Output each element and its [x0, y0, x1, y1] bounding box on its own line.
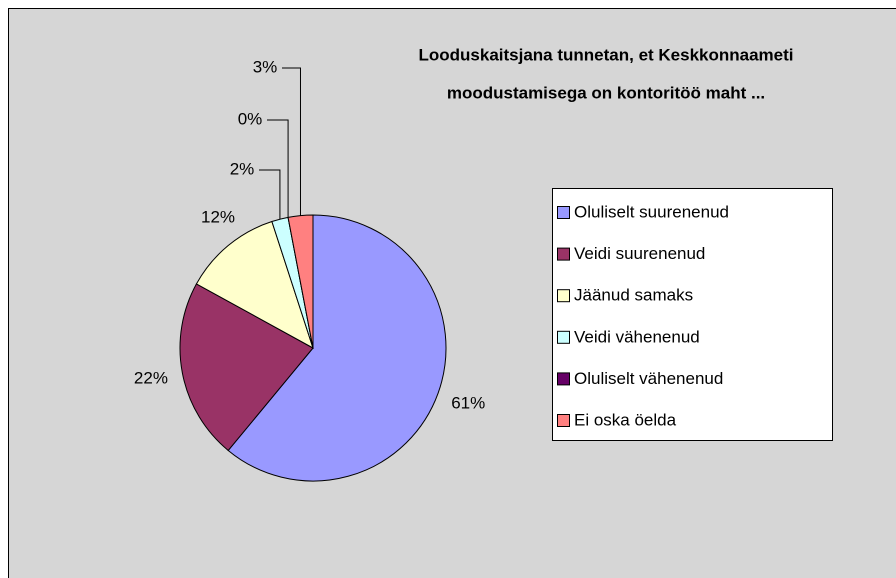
leader-line: [259, 169, 281, 220]
legend-label: Oluliselt suurenenud: [574, 202, 729, 221]
legend-swatch: [557, 206, 570, 219]
data-label: 61%: [451, 393, 485, 412]
chart-title: Looduskaitsjana tunnetan, et Keskkonnaam…: [418, 45, 793, 64]
chart-title: moodustamisega on kontoritöö maht ...: [447, 83, 765, 102]
pie-slice: [195, 220, 314, 350]
leader-line: [267, 119, 289, 218]
legend-label: Jäänud samaks: [574, 286, 693, 305]
legend: [552, 188, 833, 441]
leader-line: [282, 67, 301, 216]
legend-swatch: [557, 289, 570, 303]
legend-label: Veidi suurenenud: [574, 244, 705, 263]
data-label: 0%: [238, 109, 263, 128]
legend-swatch: [557, 247, 570, 261]
legend-label: Veidi vähenenud: [574, 327, 700, 346]
legend-entries: Oluliselt suurenenud Veidi suurenenud Jään…: [557, 202, 729, 429]
legend-swatch: [557, 372, 570, 386]
legend-swatch: [557, 414, 570, 427]
pie-slice: [227, 214, 447, 482]
legend-label: Oluliselt vähenenud: [574, 369, 723, 388]
legend-label: Ei oska öelda: [574, 410, 677, 429]
data-labels: 61% 22% 12% 2% 0% 3%: [134, 57, 485, 412]
data-label: 22%: [134, 368, 168, 387]
legend-swatch: [557, 330, 570, 344]
data-label: 3%: [253, 57, 278, 76]
data-label: 12%: [201, 207, 235, 226]
pie: [179, 214, 447, 482]
data-label: 2%: [230, 159, 255, 178]
pie-slice: [179, 283, 314, 452]
